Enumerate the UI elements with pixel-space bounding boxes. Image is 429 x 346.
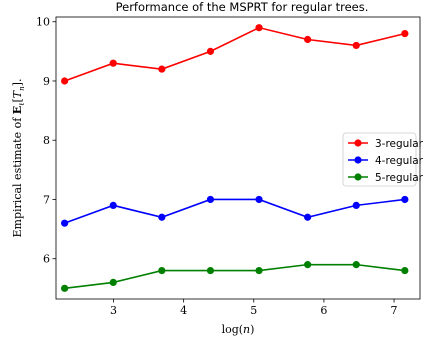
data-point-5-regular [401, 266, 409, 275]
chart-title: Performance of the MSPRT for regular tre… [116, 0, 369, 14]
legend: 3-regular 4-regular 5-regular [342, 132, 424, 187]
x-tick-label: 6 [320, 304, 327, 317]
y-tick-label: 7 [43, 193, 50, 206]
data-point-3-regular [61, 77, 69, 85]
data-point-4-regular [401, 195, 409, 204]
data-point-5-regular [255, 266, 263, 275]
ticks-layer: 3 4 5 6 7 6 7 8 9 10 [36, 16, 398, 317]
data-point-4-regular [206, 195, 215, 204]
data-point-3-regular [255, 24, 263, 32]
data-point-3-regular [352, 41, 360, 50]
x-tick-label: 5 [250, 304, 257, 317]
y-axis-label: Empirical estimate of Eℓ[Tn]. [11, 79, 26, 238]
data-point-3-regular [304, 35, 312, 44]
legend-marker-5-regular [354, 173, 362, 181]
legend-marker-3-regular [354, 139, 362, 147]
legend-label: 4-regular [375, 155, 424, 167]
data-point-5-regular [109, 278, 117, 287]
data-point-3-regular [401, 29, 409, 38]
data-point-3-regular [158, 65, 166, 73]
data-point-5-regular [158, 266, 166, 275]
series-line-4-regular [64, 198, 405, 224]
y-tick-label: 9 [43, 75, 50, 88]
plot-area [55, 16, 421, 300]
data-point-4-regular [61, 219, 69, 227]
data-point-4-regular [304, 213, 312, 221]
y-tick-label: 8 [43, 134, 50, 147]
series-line-3-regular [64, 26, 406, 82]
y-tick-label: 10 [36, 16, 50, 29]
data-point-4-regular [158, 213, 166, 221]
y-tick-label: 6 [43, 253, 50, 266]
data-point-5-regular [304, 261, 312, 269]
x-tick-label: 7 [391, 304, 398, 317]
data-point-5-regular [61, 284, 69, 292]
legend-label: 5-regular [375, 172, 424, 184]
series-layer [61, 24, 409, 292]
legend-box [342, 132, 417, 187]
data-point-4-regular [255, 195, 263, 204]
x-tick-label: 4 [180, 304, 187, 317]
data-point-3-regular [206, 47, 215, 55]
data-point-5-regular [206, 266, 215, 275]
x-tick-label: 3 [110, 304, 117, 317]
legend-label: 3-regular [375, 138, 424, 150]
data-point-4-regular [109, 201, 117, 209]
data-point-4-regular [352, 201, 360, 209]
series-line-5-regular [64, 263, 405, 290]
data-point-5-regular [352, 261, 360, 269]
legend-marker-4-regular [354, 156, 362, 164]
data-point-3-regular [109, 59, 117, 67]
x-axis-label: log(n) [222, 323, 255, 336]
